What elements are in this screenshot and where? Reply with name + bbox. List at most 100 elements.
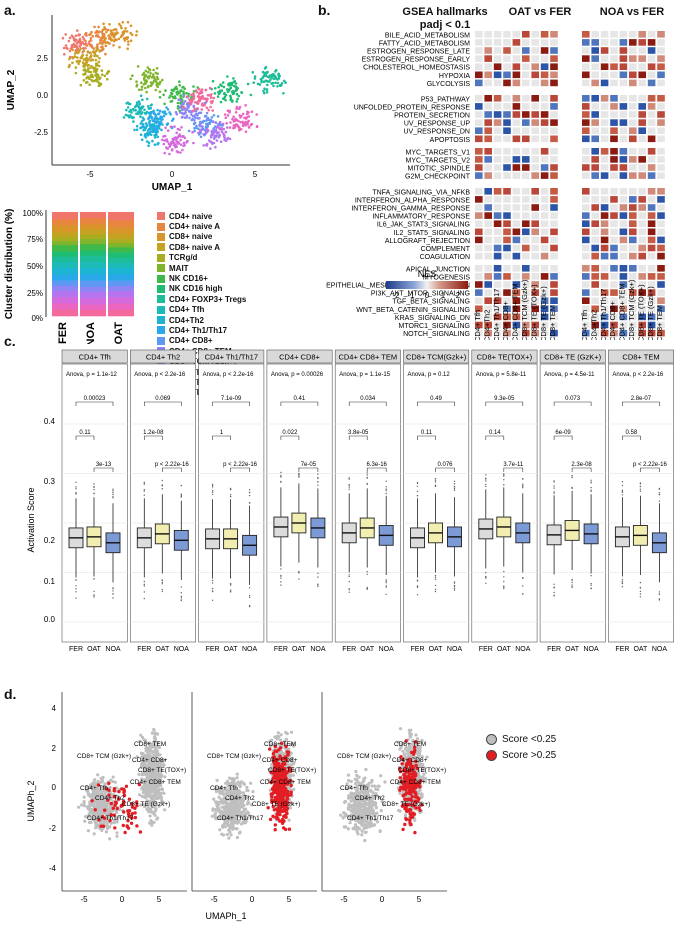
umap-point (88, 33, 91, 37)
heatmap-cell (600, 103, 609, 110)
umap-point (204, 88, 208, 92)
umap-point (129, 39, 133, 42)
umap-point-high (281, 818, 285, 823)
bar-segment (52, 225, 78, 233)
umap-point (114, 28, 118, 31)
heatmap-cell (619, 127, 628, 134)
heatmap-cell (619, 297, 628, 304)
umap-point-low (83, 804, 87, 808)
umap-point (193, 121, 197, 125)
hallmark-label: UNFOLDED_PROTEIN_RESPONSE (354, 104, 471, 111)
umap-point (145, 79, 148, 82)
umap-point (94, 74, 97, 77)
umap-point-high (115, 806, 119, 811)
umap-point (76, 51, 79, 54)
heatmap-cell (540, 228, 549, 236)
umap-point (152, 110, 155, 113)
umap-point (180, 89, 183, 92)
heatmap-cell (600, 212, 609, 219)
heatmap-cell (493, 244, 502, 252)
umap-point (176, 127, 180, 131)
umapd-xtick: 5 (417, 895, 422, 904)
cell-cluster-label: CD4+ Th1/Th17 (87, 815, 134, 822)
heatmap-cell (591, 135, 599, 143)
umap-point-low (401, 749, 405, 753)
heatmap-cell (531, 289, 539, 296)
hallmark-label: INTERFERON_GAMMA_RESPONSE (351, 206, 470, 213)
heatmap-cell (540, 135, 549, 143)
heatmap-cell (629, 119, 637, 126)
heatmap-cell (484, 228, 492, 236)
heatmap-cell (484, 135, 492, 143)
umap-point (128, 110, 131, 113)
heatmap-cell (647, 47, 656, 54)
facet-strip (198, 349, 265, 364)
heatmap-cell (619, 95, 628, 102)
umap-point (265, 91, 269, 94)
umap-point (151, 130, 155, 134)
bar-segment (108, 303, 134, 311)
umap-point-high (129, 821, 134, 825)
umap-point (216, 95, 220, 98)
heatmap-cell (619, 244, 628, 252)
heatmap-cell (657, 31, 665, 38)
cell-cluster-label: CD8+ TE(TOX+) (138, 767, 186, 774)
umap-point-high (123, 830, 127, 835)
umap-point (103, 74, 107, 78)
heatmap-cell (600, 204, 609, 211)
umap-point (119, 24, 123, 28)
hallmark-label: ALLOGRAFT_REJECTION (385, 238, 470, 245)
panel-a-label: a. (4, 2, 16, 18)
heatmap-cell (531, 55, 539, 62)
umap-point (95, 76, 99, 79)
heatmap-cell (610, 55, 618, 62)
umap-point (96, 73, 100, 77)
pvalue-left: 1.2e-08 (143, 430, 164, 436)
umap-point (62, 46, 66, 50)
anova-label: Anova, p < 2.2e-16 (134, 372, 186, 378)
heatmap-cell (591, 111, 599, 118)
anova-label: Anova, p < 2.2e-16 (612, 372, 664, 378)
umap-a-xtick: -5 (86, 170, 94, 179)
gsea-col-title-oat: OAT vs FER (508, 6, 572, 18)
umap-point (190, 113, 193, 116)
umap-point (146, 70, 150, 74)
heatmap-cell (550, 313, 558, 321)
heatmap-cell (647, 172, 656, 179)
heatmap-cell (540, 313, 549, 321)
x-category-label: FER (206, 646, 220, 653)
heatmap-cell (512, 164, 521, 171)
umap-point-low (215, 802, 219, 807)
heatmap-cell (657, 103, 665, 110)
pvalue-top: 7.1e-09 (221, 396, 242, 402)
heatmap-cell (638, 164, 646, 171)
umap-point-low (153, 788, 157, 792)
heatmap-cell (512, 236, 521, 244)
heatmap-cell (657, 236, 665, 244)
umap-point (122, 31, 126, 35)
heatmap-cell (531, 236, 539, 244)
heatmap-cell (600, 79, 609, 87)
heatmap-cell (540, 188, 549, 195)
umap-point (210, 116, 214, 119)
umap-point-low (275, 736, 279, 740)
umap-point (91, 35, 95, 38)
umap-point-high (122, 810, 126, 814)
umap-point-low (108, 837, 112, 841)
umap-point-low (87, 793, 91, 797)
umap-point (100, 30, 104, 34)
umap-point (157, 123, 161, 126)
heatmap-cell (629, 31, 637, 38)
umap-point-low (152, 727, 156, 732)
heatmap-cell (550, 196, 558, 203)
umap-point (214, 145, 217, 149)
heatmap-cell (475, 103, 483, 110)
heatmap-cell (610, 273, 618, 280)
umap-point (148, 127, 152, 131)
bar-segment (80, 298, 106, 305)
hallmark-label: WNT_BETA_CATENIN_SIGNALING (356, 307, 470, 314)
umap-point (156, 77, 160, 81)
heatmap-cell (503, 220, 511, 227)
heatmap-cell (591, 228, 599, 236)
